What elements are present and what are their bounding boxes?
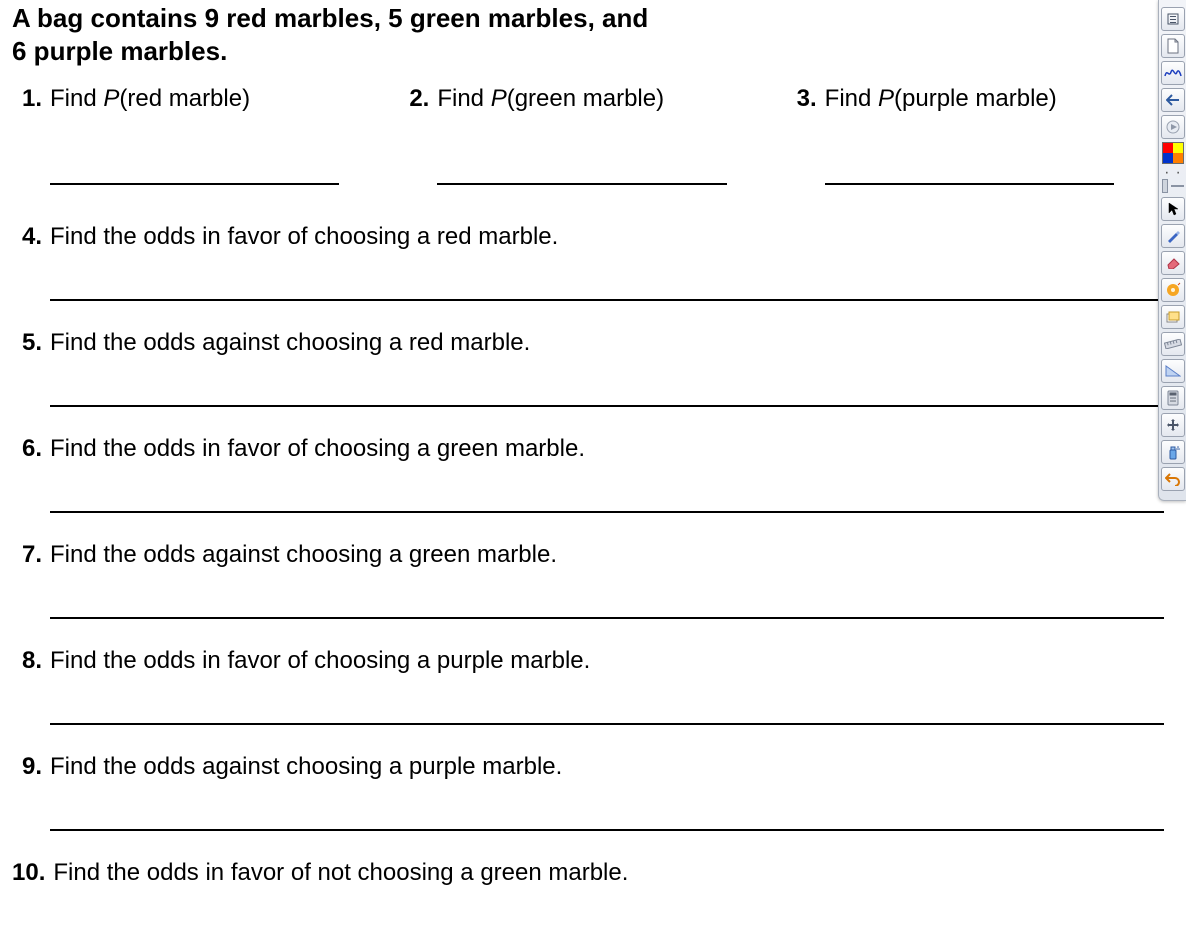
annotation-toolbar: ·· — [1158, 0, 1186, 501]
question-number: 6. — [12, 435, 42, 463]
eraser-icon[interactable] — [1161, 251, 1185, 275]
pointer-icon[interactable] — [1161, 197, 1185, 221]
intro-text: A bag contains 9 red marbles, 5 green ma… — [12, 0, 1174, 85]
burn-disc-icon[interactable] — [1161, 278, 1185, 302]
question-text: Find the odds in favor of choosing a pur… — [50, 647, 1174, 675]
worksheet-page: A bag contains 9 red marbles, 5 green ma… — [0, 0, 1186, 929]
question-number: 10. — [12, 859, 45, 887]
question-block: 7. Find the odds against choosing a green… — [12, 513, 1174, 619]
question-number: 9. — [12, 753, 42, 781]
question-text: Find P(purple marble) — [825, 85, 1154, 113]
question-1: 1. Find P(red marble) — [12, 85, 399, 185]
questions-4-10: 4. Find the odds in favor of choosing a r… — [12, 195, 1174, 929]
question-number: 4. — [12, 223, 42, 251]
question-block: 5. Find the odds against choosing a red m… — [12, 301, 1174, 407]
question-text: Find the odds in favor of choosing a red… — [50, 223, 1174, 251]
triangle-icon[interactable] — [1161, 359, 1185, 383]
question-block: 8. Find the odds in favor of choosing a p… — [12, 619, 1174, 725]
calculator-icon[interactable] — [1161, 386, 1185, 410]
question-3: 3. Find P(purple marble) — [787, 85, 1174, 185]
more-dots[interactable]: ·· — [1162, 167, 1184, 179]
intro-line-1: A bag contains 9 red marbles, 5 green ma… — [12, 3, 648, 33]
questions-row-1-3: 1. Find P(red marble) 2. Find P(green ma… — [12, 85, 1174, 195]
question-2: 2. Find P(green marble) — [399, 85, 786, 185]
question-number: 7. — [12, 541, 42, 569]
undo-icon[interactable] — [1161, 467, 1185, 491]
stack-icon[interactable] — [1161, 305, 1185, 329]
menu-icon[interactable] — [1161, 7, 1185, 31]
answer-line — [50, 183, 339, 185]
question-text: Find P(red marble) — [50, 85, 379, 113]
answer-line — [825, 183, 1114, 185]
move-icon[interactable] — [1161, 413, 1185, 437]
back-icon[interactable] — [1161, 88, 1185, 112]
question-number: 1. — [12, 85, 42, 113]
answer-line — [437, 183, 726, 185]
handwriting-icon[interactable] — [1161, 61, 1185, 85]
question-number: 5. — [12, 329, 42, 357]
question-number: 3. — [787, 85, 817, 113]
intro-line-2: 6 purple marbles. — [12, 36, 227, 66]
question-text: Find the odds in favor of choosing a gre… — [50, 435, 1174, 463]
spray-icon[interactable] — [1161, 440, 1185, 464]
question-number: 8. — [12, 647, 42, 675]
forward-icon[interactable] — [1161, 115, 1185, 139]
color-palette[interactable] — [1162, 142, 1184, 164]
question-text: Find the odds in favor of not choosing a… — [53, 859, 1174, 887]
question-text: Find P(green marble) — [437, 85, 766, 113]
pen-icon[interactable] — [1161, 224, 1185, 248]
question-block: 6. Find the odds in favor of choosing a g… — [12, 407, 1174, 513]
question-block: 4. Find the odds in favor of choosing a r… — [12, 195, 1174, 301]
question-block: 9. Find the odds against choosing a purpl… — [12, 725, 1174, 831]
question-text: Find the odds against choosing a purple … — [50, 753, 1174, 781]
question-number: 2. — [399, 85, 429, 113]
ruler-icon[interactable] — [1161, 332, 1185, 356]
question-text: Find the odds against choosing a green m… — [50, 541, 1174, 569]
question-text: Find the odds against choosing a red mar… — [50, 329, 1174, 357]
question-block: 10. Find the odds in favor of not choosin… — [12, 831, 1174, 929]
page-icon[interactable] — [1161, 34, 1185, 58]
